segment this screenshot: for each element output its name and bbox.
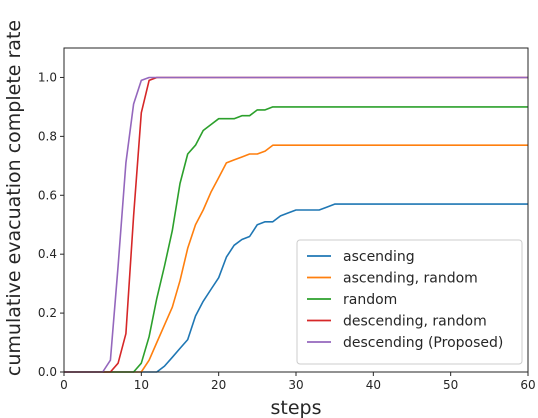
y-axis: 0.0 0.2 0.4 0.6 0.8 1.0 bbox=[38, 70, 64, 379]
x-tick-label-1: 10 bbox=[134, 378, 149, 392]
y-tick-label-4: 0.8 bbox=[38, 129, 57, 143]
legend-label-4: descending (Proposed) bbox=[343, 335, 503, 351]
x-axis: 0 10 20 30 40 50 60 bbox=[60, 372, 536, 392]
series-line-1 bbox=[64, 144, 528, 373]
legend-label-2: random bbox=[343, 292, 397, 308]
y-tick-label-1: 0.2 bbox=[38, 306, 57, 320]
y-tick-label-5: 1.0 bbox=[38, 70, 57, 84]
series-line-0 bbox=[64, 203, 528, 373]
y-tick-label-0: 0.0 bbox=[38, 365, 57, 379]
legend-label-0: ascending bbox=[343, 249, 415, 265]
x-tick-label-0: 0 bbox=[60, 378, 68, 392]
x-axis-label: steps bbox=[271, 397, 322, 418]
series-lines bbox=[64, 76, 528, 373]
y-tick-label-2: 0.4 bbox=[38, 247, 57, 261]
y-axis-label: cumulative evacuation complete rate bbox=[3, 20, 25, 376]
x-tick-label-4: 40 bbox=[366, 378, 381, 392]
x-tick-label-2: 20 bbox=[211, 378, 226, 392]
x-tick-label-6: 60 bbox=[520, 378, 535, 392]
series-line-2 bbox=[64, 106, 528, 373]
y-tick-label-3: 0.6 bbox=[38, 188, 57, 202]
legend: ascending ascending, random random descendi… bbox=[296, 239, 523, 365]
x-tick-label-5: 50 bbox=[443, 378, 458, 392]
legend-box bbox=[296, 239, 523, 365]
legend-label-3: descending, random bbox=[343, 314, 487, 330]
x-tick-label-3: 30 bbox=[288, 378, 303, 392]
legend-label-1: ascending, random bbox=[343, 271, 478, 287]
series-line-4 bbox=[64, 76, 528, 373]
